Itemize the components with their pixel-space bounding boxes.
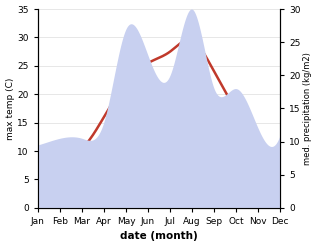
X-axis label: date (month): date (month) — [120, 231, 198, 242]
Y-axis label: med. precipitation (kg/m2): med. precipitation (kg/m2) — [303, 52, 313, 165]
Y-axis label: max temp (C): max temp (C) — [5, 77, 15, 140]
